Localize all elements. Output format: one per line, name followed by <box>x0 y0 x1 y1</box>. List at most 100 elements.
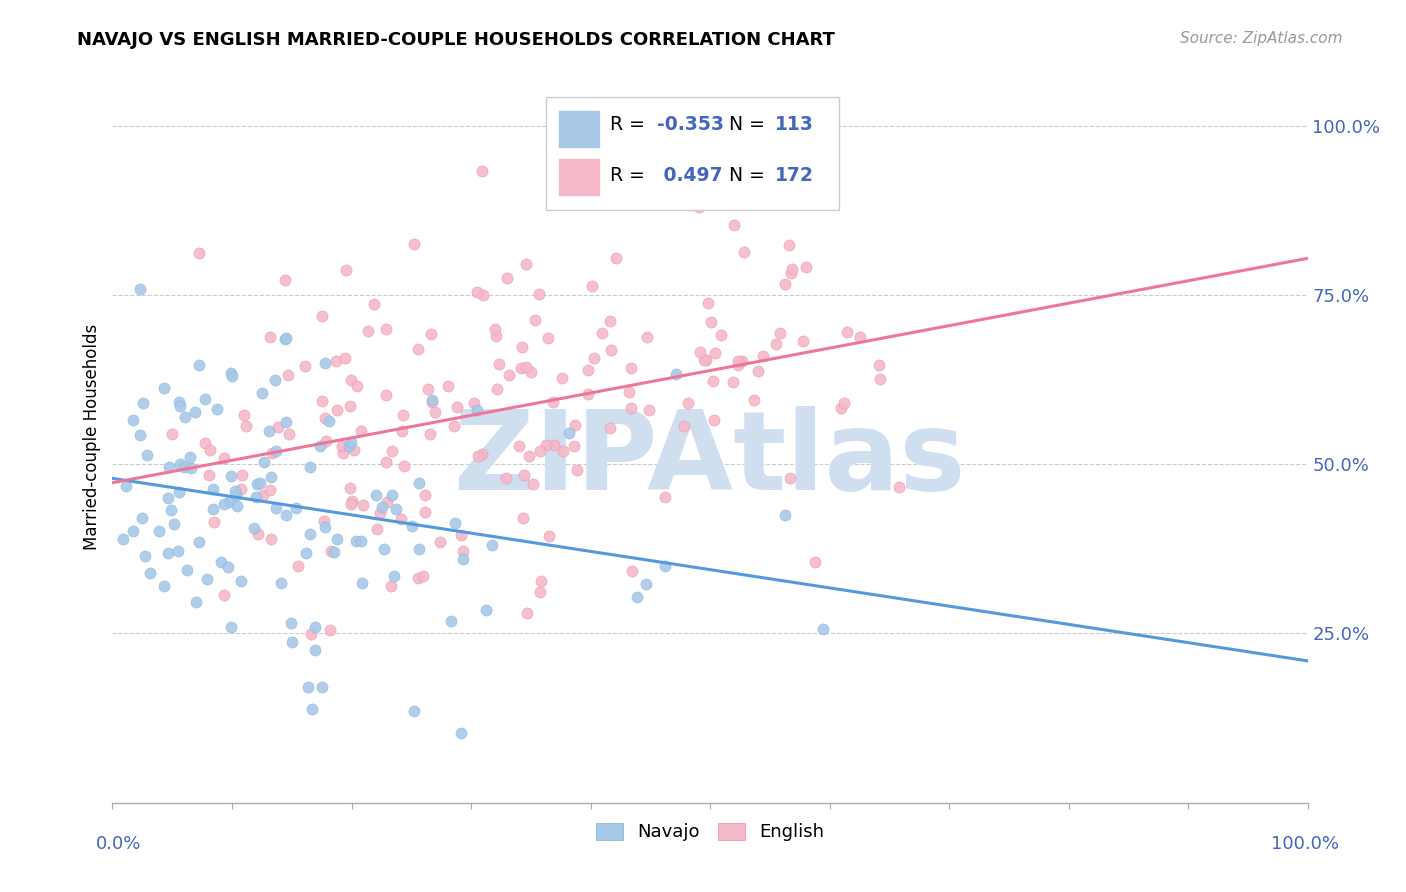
Point <box>576 363 599 377</box>
Point <box>678 396 700 410</box>
Point <box>527 287 550 301</box>
Point <box>835 325 858 339</box>
Point <box>636 577 658 591</box>
Point <box>309 439 332 453</box>
Point <box>567 462 589 476</box>
Point <box>315 434 337 449</box>
Point <box>274 332 297 346</box>
Point <box>485 329 508 343</box>
Point <box>423 404 446 418</box>
Point <box>654 558 676 573</box>
Point <box>350 425 373 439</box>
Text: 0.497: 0.497 <box>658 166 723 185</box>
Point <box>672 419 695 434</box>
Point <box>209 555 232 569</box>
Point <box>530 574 553 588</box>
Point <box>264 501 287 516</box>
Point <box>129 282 152 296</box>
Point <box>325 354 347 368</box>
Point <box>638 403 661 417</box>
Point <box>176 563 198 577</box>
Point <box>408 542 430 557</box>
Point <box>274 273 297 287</box>
Point <box>811 622 834 636</box>
Point <box>451 544 474 558</box>
Point <box>259 330 281 344</box>
Point <box>259 424 281 438</box>
Point <box>179 450 201 465</box>
Point <box>513 468 536 483</box>
Point <box>173 459 195 474</box>
Point <box>512 340 534 354</box>
Point <box>374 455 396 469</box>
Point <box>576 387 599 401</box>
Point <box>229 574 252 588</box>
Point <box>465 403 488 417</box>
Point <box>363 297 385 311</box>
Point <box>498 368 520 382</box>
FancyBboxPatch shape <box>558 158 600 195</box>
Point <box>332 446 354 460</box>
Point <box>153 579 176 593</box>
Point <box>312 514 335 528</box>
Point <box>418 383 440 397</box>
Point <box>510 360 533 375</box>
Point <box>350 533 373 548</box>
Point <box>368 506 391 520</box>
Point <box>381 444 404 458</box>
Point <box>769 326 792 340</box>
Point <box>277 368 299 383</box>
Point <box>287 558 309 573</box>
Point <box>773 508 796 523</box>
Point <box>156 546 179 560</box>
Point <box>169 458 191 472</box>
Point <box>195 572 218 586</box>
Point <box>557 425 579 440</box>
Point <box>218 495 240 509</box>
Point <box>226 500 249 514</box>
Point <box>264 443 287 458</box>
Point <box>702 374 724 388</box>
Point <box>443 418 465 433</box>
Y-axis label: Married-couple Households: Married-couple Households <box>83 324 101 550</box>
Point <box>221 468 243 483</box>
Point <box>169 399 191 413</box>
Point <box>229 482 252 496</box>
Point <box>350 576 373 591</box>
Point <box>267 419 290 434</box>
Point <box>804 555 827 569</box>
Point <box>406 571 429 585</box>
FancyBboxPatch shape <box>558 110 600 148</box>
Point <box>242 521 264 535</box>
Point <box>832 396 855 410</box>
Point <box>326 402 349 417</box>
Text: ZIPAtlas: ZIPAtlas <box>454 406 966 513</box>
Point <box>366 522 388 536</box>
Point <box>534 438 557 452</box>
Point <box>224 483 246 498</box>
Point <box>131 510 153 524</box>
Point <box>551 444 574 458</box>
Point <box>225 488 247 502</box>
Point <box>335 263 357 277</box>
Point <box>212 450 235 465</box>
Point <box>620 360 643 375</box>
Text: R =: R = <box>610 114 651 134</box>
Point <box>689 344 711 359</box>
Point <box>520 366 543 380</box>
Point <box>122 413 145 427</box>
Point <box>389 512 412 526</box>
Point <box>529 585 551 599</box>
Point <box>537 331 560 345</box>
Point <box>765 337 787 351</box>
Point <box>319 623 342 637</box>
Point <box>703 413 725 427</box>
Point <box>752 349 775 363</box>
Text: -0.353: -0.353 <box>658 114 724 134</box>
Point <box>385 502 408 516</box>
Point <box>311 309 333 323</box>
Point <box>617 385 640 400</box>
Point <box>723 219 745 233</box>
Point <box>148 524 170 538</box>
Point <box>375 322 398 336</box>
